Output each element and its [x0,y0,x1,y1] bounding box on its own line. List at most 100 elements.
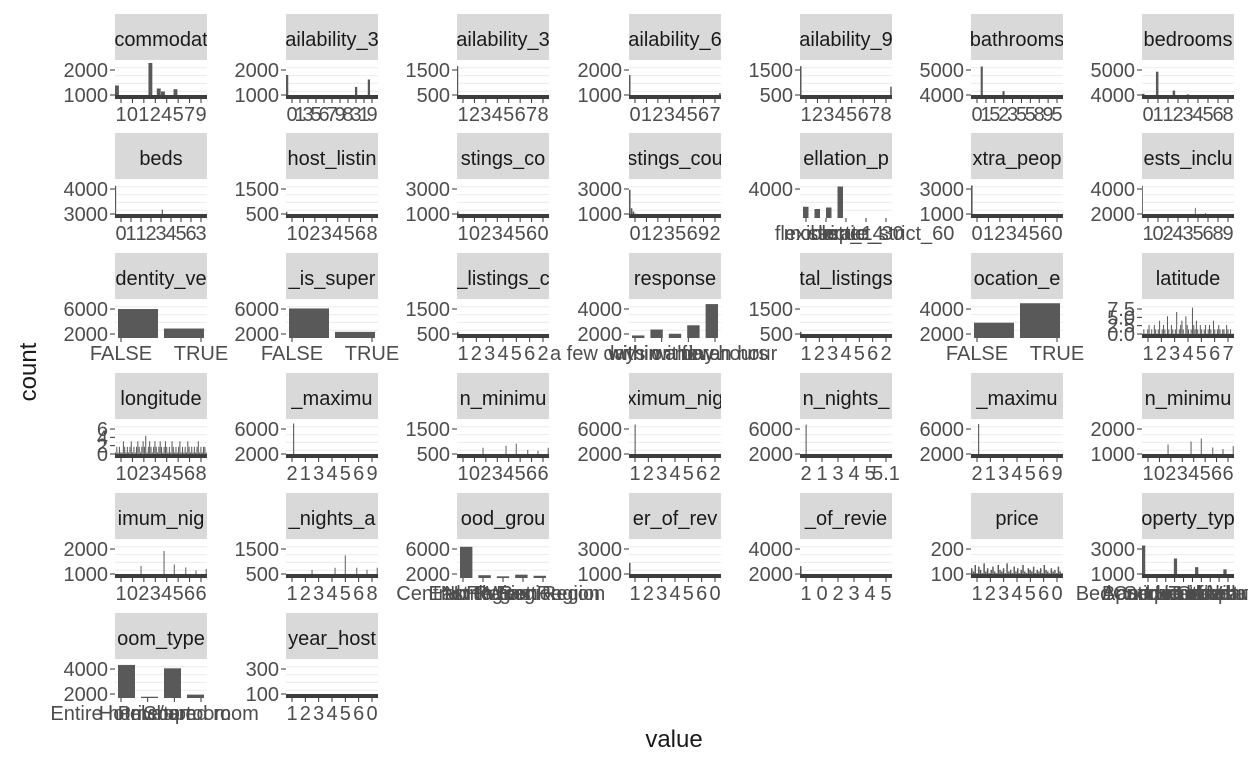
histogram-bar [1226,325,1228,338]
histogram-bar [1166,316,1168,338]
x-tick-label: 8 [1212,223,1223,245]
histogram-bar [482,447,484,458]
x-tick-label: 1 [1142,343,1153,365]
histogram-bar [980,66,983,99]
histogram-bar [161,209,163,218]
x-tick-label: 4 [326,463,337,485]
x-tick-label: 2 [300,583,311,605]
facet-panel: latitude 7.55.02.50.0 1 2 3 4 5 6 7 [1107,253,1234,365]
plot-area [971,60,1063,99]
facet-strip-label: _maximu [975,388,1057,410]
x-tick-label: 0 [127,463,138,485]
x-tick-label: 5 [310,104,321,126]
x-tick-label: FALSE [261,343,323,365]
x-tick-label: 2 [709,463,720,485]
x-tick-label: 5 [683,463,694,485]
x-tick-label: 5 [854,343,865,365]
histogram-bar [999,569,1001,578]
x-tick-label: 5 [340,463,351,485]
histogram-bar [334,567,336,578]
x-tick-label: 0 [816,583,827,605]
histogram-bar [149,441,151,458]
baseline-band [629,214,721,218]
x-tick-label: 5 [846,104,857,126]
facet-panel: price 200 100 1 2 3 4 5 6 0 [931,493,1063,605]
y-tick-label: 2000 [749,564,794,586]
histogram-bar [496,576,510,578]
histogram-bar [629,562,631,578]
x-tick-label: 0 [366,703,377,725]
y-tick-label: 2000 [749,444,794,466]
y-tick-label: 2000 [64,539,109,561]
baseline-band [629,454,721,458]
x-tick-label: 2 [1165,463,1176,485]
x-tick-label: 3 [155,223,166,245]
x-tick-label: strict_30 [828,223,904,245]
y-tick-label: 2000 [578,444,623,466]
histogram-bar [629,189,631,218]
x-tick-label: 0 [469,463,480,485]
x-tick-label: 5 [989,104,1000,126]
facet-strip-label: _is_super [288,268,376,290]
plot-area [800,539,892,578]
baseline-band [800,334,892,338]
facet-strip [629,133,721,179]
baseline-band [115,95,207,99]
x-tick-label: 1 [641,104,652,126]
baseline-band [457,214,549,218]
histogram-bar [203,446,205,458]
facet-strip [457,253,549,299]
x-tick-label: 0 [115,223,126,245]
facet-strip-label: tal_listings [799,268,892,290]
histogram-bar [1222,449,1224,458]
facet-panel: _maximu 6000 2000 2 1 3 4 5 6 9 [920,373,1063,485]
histogram-bar [161,446,163,458]
histogram-bar [1214,329,1216,338]
facet-strip [115,253,207,299]
x-tick-label: 5 [683,583,694,605]
plot-area [286,539,378,578]
facet-strip [115,14,207,60]
x-tick-label: 2 [480,223,491,245]
facet-strip-label: ailability_6 [628,29,721,51]
x-tick-label: 3 [656,463,667,485]
x-tick-label: 6 [1209,343,1220,365]
x-tick-label: 1 [457,343,468,365]
x-tick-label: 9 [1043,104,1054,126]
y-tick-label: 6000 [749,419,794,441]
histogram-bar [1180,325,1182,338]
y-tick-label: 3000 [64,204,109,226]
baseline-band [286,214,378,218]
y-tick-label: 500 [417,85,450,107]
histogram-bar [156,88,161,99]
x-tick-label: 5 [687,104,698,126]
x-tick-label: 0 [127,583,138,605]
histogram-bar [632,335,645,338]
histogram-bar [1164,329,1166,338]
x-tick-label: 2 [138,463,149,485]
x-tick-label: 6 [1040,223,1051,245]
x-tick-label: 2 [537,343,548,365]
histogram-bar [171,441,173,458]
x-tick-label: 6 [858,104,869,126]
y-tick-label: 500 [417,444,450,466]
x-tick-label: 6 [195,583,206,605]
x-tick-label: 3 [350,104,361,126]
x-tick-label: Private room [118,703,231,725]
facet-panel: n_nights_ 6000 2000 2 1 3 4 55.1 [749,373,900,485]
histogram-bar [1195,320,1197,338]
facet-strip [115,373,207,419]
x-tick-label: within a day [608,343,715,365]
facet-strip [629,493,721,539]
y-tick-label: 6000 [578,419,623,441]
y-tick-label: 2000 [64,60,109,82]
y-tick-label: 4000 [1091,85,1136,107]
y-tick-label: 3000 [578,179,623,201]
x-tick-label: 3 [656,583,667,605]
